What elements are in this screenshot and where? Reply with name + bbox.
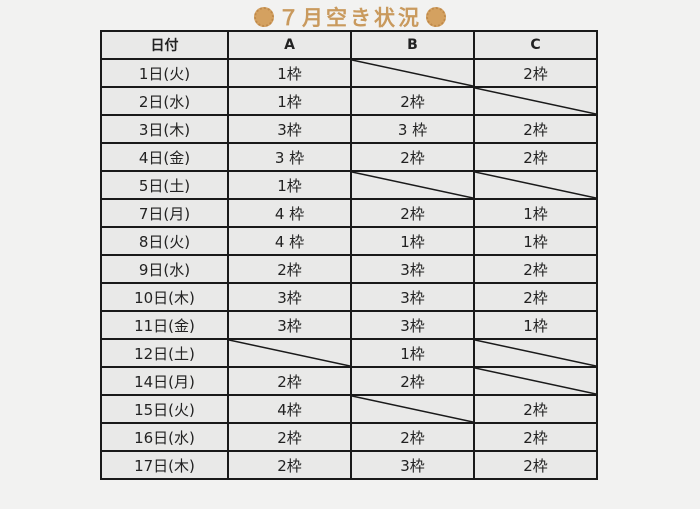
date-cell: 8日(火) xyxy=(100,226,229,256)
title-text: ７月空き状況 xyxy=(278,6,422,30)
cell-c: 1枠 xyxy=(473,310,598,340)
table-row: 12日(土) 1枠 xyxy=(100,338,598,368)
date-cell: 2日(水) xyxy=(100,86,229,116)
table-row: 7日(月) 4 枠 2枠 1枠 xyxy=(100,198,598,228)
cell-c: 2枠 xyxy=(473,282,598,312)
cell-b xyxy=(350,170,475,200)
table-row: 8日(火) 4 枠 1枠 1枠 xyxy=(100,226,598,256)
table-row: 5日(土) 1枠 xyxy=(100,170,598,200)
cell-b: 2枠 xyxy=(350,366,475,396)
cell-b: 3枠 xyxy=(350,282,475,312)
date-cell: 9日(水) xyxy=(100,254,229,284)
cell-a: 1枠 xyxy=(227,86,352,116)
cell-c: 2枠 xyxy=(473,114,598,144)
cell-a: 3 枠 xyxy=(227,142,352,172)
cell-b xyxy=(350,394,475,424)
header-date: 日付 xyxy=(100,30,229,60)
date-cell: 7日(月) xyxy=(100,198,229,228)
date-cell: 4日(金) xyxy=(100,142,229,172)
table-row: 11日(金) 3枠 3枠 1枠 xyxy=(100,310,598,340)
cell-a: 1枠 xyxy=(227,58,352,88)
cell-a: 4 枠 xyxy=(227,226,352,256)
cell-a: 4枠 xyxy=(227,394,352,424)
date-cell: 3日(木) xyxy=(100,114,229,144)
cell-a: 2枠 xyxy=(227,254,352,284)
date-cell: 16日(水) xyxy=(100,422,229,452)
flower-icon xyxy=(254,7,274,27)
date-cell: 11日(金) xyxy=(100,310,229,340)
table-row: 16日(水) 2枠 2枠 2枠 xyxy=(100,422,598,452)
cell-b: 1枠 xyxy=(350,338,475,368)
cell-a: 4 枠 xyxy=(227,198,352,228)
cell-b: 1枠 xyxy=(350,226,475,256)
cell-c: 2枠 xyxy=(473,394,598,424)
cell-b: 2枠 xyxy=(350,422,475,452)
cell-b: 3枠 xyxy=(350,310,475,340)
cell-c: 2枠 xyxy=(473,450,598,480)
cell-b: 2枠 xyxy=(350,198,475,228)
header-c: C xyxy=(473,30,598,60)
table-row: 10日(木) 3枠 3枠 2枠 xyxy=(100,282,598,312)
cell-c xyxy=(473,86,598,116)
table-row: 14日(月) 2枠 2枠 xyxy=(100,366,598,396)
cell-a: 3枠 xyxy=(227,282,352,312)
table-row: 1日(火) 1枠 2枠 xyxy=(100,58,598,88)
cell-c: 1枠 xyxy=(473,198,598,228)
cell-b: 2枠 xyxy=(350,86,475,116)
cell-a: 2枠 xyxy=(227,366,352,396)
cell-b: 3 枠 xyxy=(350,114,475,144)
cell-a xyxy=(227,338,352,368)
table-row: 4日(金) 3 枠 2枠 2枠 xyxy=(100,142,598,172)
header-row: 日付 A B C xyxy=(100,30,598,60)
cell-a: 3枠 xyxy=(227,310,352,340)
table-row: 3日(木) 3枠 3 枠 2枠 xyxy=(100,114,598,144)
cell-a: 2枠 xyxy=(227,422,352,452)
header-b: B xyxy=(350,30,475,60)
table-row: 17日(木) 2枠 3枠 2枠 xyxy=(100,450,598,480)
cell-c: 2枠 xyxy=(473,422,598,452)
date-cell: 12日(土) xyxy=(100,338,229,368)
cell-b: 2枠 xyxy=(350,142,475,172)
availability-table: 日付 A B C 1日(火) 1枠 2枠 2日(水) 1枠 2枠 3日(木) 3枠 3 枠 2枠 4… xyxy=(100,30,598,480)
cell-c: 2枠 xyxy=(473,254,598,284)
flower-icon xyxy=(426,7,446,27)
date-cell: 15日(火) xyxy=(100,394,229,424)
date-cell: 5日(土) xyxy=(100,170,229,200)
cell-c: 2枠 xyxy=(473,142,598,172)
cell-a: 2枠 xyxy=(227,450,352,480)
cell-a: 3枠 xyxy=(227,114,352,144)
table-row: 2日(水) 1枠 2枠 xyxy=(100,86,598,116)
date-cell: 10日(木) xyxy=(100,282,229,312)
header-a: A xyxy=(227,30,352,60)
cell-c xyxy=(473,338,598,368)
table-row: 9日(水) 2枠 3枠 2枠 xyxy=(100,254,598,284)
date-cell: 14日(月) xyxy=(100,366,229,396)
cell-b xyxy=(350,58,475,88)
page-title: ７月空き状況 xyxy=(0,2,700,32)
cell-c xyxy=(473,366,598,396)
date-cell: 17日(木) xyxy=(100,450,229,480)
cell-c: 1枠 xyxy=(473,226,598,256)
date-cell: 1日(火) xyxy=(100,58,229,88)
cell-c xyxy=(473,170,598,200)
cell-b: 3枠 xyxy=(350,450,475,480)
cell-c: 2枠 xyxy=(473,58,598,88)
cell-a: 1枠 xyxy=(227,170,352,200)
cell-b: 3枠 xyxy=(350,254,475,284)
table-row: 15日(火) 4枠 2枠 xyxy=(100,394,598,424)
